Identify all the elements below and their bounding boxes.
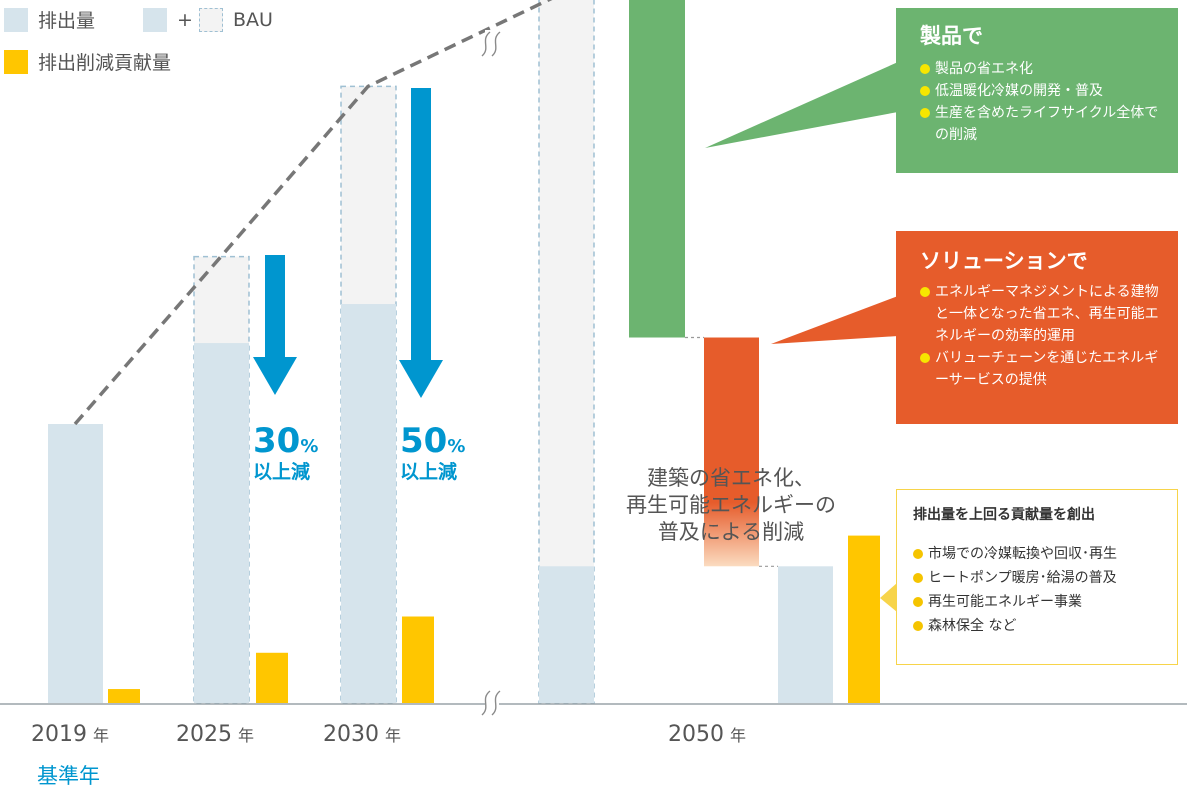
- contribution-bar-2050: [848, 535, 880, 703]
- contribution-item: ヒートポンプ暖房･給湯の普及: [913, 566, 1161, 590]
- contribution-box-list: 市場での冷媒転換や回収･再生 ヒートポンプ暖房･給湯の普及 再生可能エネルギー事…: [913, 542, 1161, 638]
- x-label-2050: 2050 年: [668, 722, 746, 747]
- x-label-year: 2019: [31, 722, 87, 747]
- emission-bar-2019: [48, 424, 103, 703]
- x-label-unit: 年: [730, 726, 747, 745]
- contribution-item: 市場での冷媒転換や回収･再生: [913, 542, 1161, 566]
- legend-contribution-label: 排出削減貢献量: [38, 52, 172, 74]
- legend-bau-dashed-swatch: [198, 7, 223, 32]
- legend-row-2: 排出削減貢献量: [4, 48, 171, 75]
- legend-row-1: 排出量 + BAU: [4, 6, 273, 33]
- x-label-unit: 年: [93, 726, 110, 745]
- axis-break-mark: [481, 690, 491, 716]
- product-item: 低温暖化冷媒の開発・普及: [920, 80, 1164, 102]
- solution-box-title: ソリューションで: [920, 249, 1088, 273]
- product-item: 生産を含めたライフサイクル全体での削減: [920, 102, 1164, 146]
- reduction-text-2025: 以上減: [253, 461, 311, 483]
- solution-item: バリューチェーンを通じたエネルギーサービスの提供: [920, 347, 1166, 391]
- building-note-line: 再生可能エネルギーの: [626, 493, 836, 517]
- x-label-2030: 2030 年: [323, 722, 401, 747]
- contribution-bar-2025: [256, 652, 288, 703]
- reduction-arrow-2025-shaft: [265, 255, 285, 357]
- emission-bar-2030: [341, 304, 396, 703]
- product-box-title: 製品で: [920, 24, 983, 48]
- solution-box: ソリューションで エネルギーマネジメントによる建物と一体となった省エネ、再生可能…: [896, 231, 1178, 424]
- legend-emissions-label: 排出量: [38, 10, 96, 32]
- product-reduction-bar: [629, 0, 685, 338]
- contribution-item: 森林保全 など: [913, 614, 1161, 638]
- x-label-year: 2025: [176, 722, 232, 747]
- reduction-text-2030: 以上減: [400, 461, 458, 483]
- reduction-label-2025: 30% 以上減: [253, 421, 318, 484]
- contribution-bar-2019: [108, 689, 140, 703]
- product-box: 製品で 製品の省エネ化 低温暖化冷媒の開発・普及 生産を含めたライフサイクル全体…: [896, 8, 1178, 173]
- contribution-box-title: 排出量を上回る貢献量を創出: [913, 507, 1095, 523]
- reduction-label-2030: 50% 以上減: [400, 421, 465, 484]
- solution-pointer: [771, 296, 898, 344]
- axis-break-mark: [491, 690, 501, 716]
- legend-contribution-swatch: [4, 49, 28, 74]
- axis-break-mark: [491, 31, 501, 57]
- legend-emissions-swatch: [4, 7, 28, 32]
- reduction-value-2030: 50: [400, 421, 448, 461]
- reduction-arrow-2030-head: [399, 360, 443, 398]
- solution-reduction-bar: [704, 337, 759, 567]
- product-box-list: 製品の省エネ化 低温暖化冷媒の開発・普及 生産を含めたライフサイクル全体での削減: [920, 58, 1164, 146]
- emission-bar-2050-net: [778, 566, 833, 703]
- x-label-year: 2050: [668, 722, 724, 747]
- x-label-2025: 2025 年: [176, 722, 254, 747]
- base-year-label: 基準年: [37, 764, 100, 788]
- product-item: 製品の省エネ化: [920, 58, 1164, 80]
- contribution-item: 再生可能エネルギー事業: [913, 590, 1161, 614]
- solution-box-list: エネルギーマネジメントによる建物と一体となった省エネ、再生可能エネルギーの効率的…: [920, 281, 1166, 391]
- x-label-unit: 年: [238, 726, 255, 745]
- contribution-bar-2030: [402, 616, 434, 703]
- contribution-box: 排出量を上回る貢献量を創出 市場での冷媒転換や回収･再生 ヒートポンプ暖房･給湯…: [896, 489, 1178, 665]
- x-label-year: 2030: [323, 722, 379, 747]
- emission-bar-2050: [539, 566, 594, 703]
- x-label-2019: 2019 年: [31, 722, 109, 747]
- reduction-arrow-2025-head: [253, 357, 297, 395]
- product-pointer: [705, 62, 898, 148]
- legend-bau-solid-swatch: [143, 7, 168, 32]
- building-reduction-note: 建築の省エネ化、 再生可能エネルギーの 普及による削減: [596, 465, 866, 546]
- building-note-line: 建築の省エネ化、: [647, 466, 815, 490]
- legend-plus-label: +: [177, 8, 193, 31]
- axis-break-mark: [481, 31, 491, 57]
- reduction-unit-2025: %: [300, 436, 319, 457]
- solution-item: エネルギーマネジメントによる建物と一体となった省エネ、再生可能エネルギーの効率的…: [920, 281, 1166, 347]
- bau-trend-line: [73, 0, 553, 426]
- reduction-value-2025: 30: [253, 421, 301, 461]
- building-note-line: 普及による削減: [657, 520, 805, 544]
- x-label-unit: 年: [385, 726, 402, 745]
- legend-bau-label: BAU: [232, 8, 273, 31]
- reduction-arrow-2030-shaft: [411, 88, 431, 360]
- contribution-pointer: [880, 583, 897, 612]
- reduction-unit-2030: %: [447, 436, 466, 457]
- emission-bar-2025: [194, 343, 249, 703]
